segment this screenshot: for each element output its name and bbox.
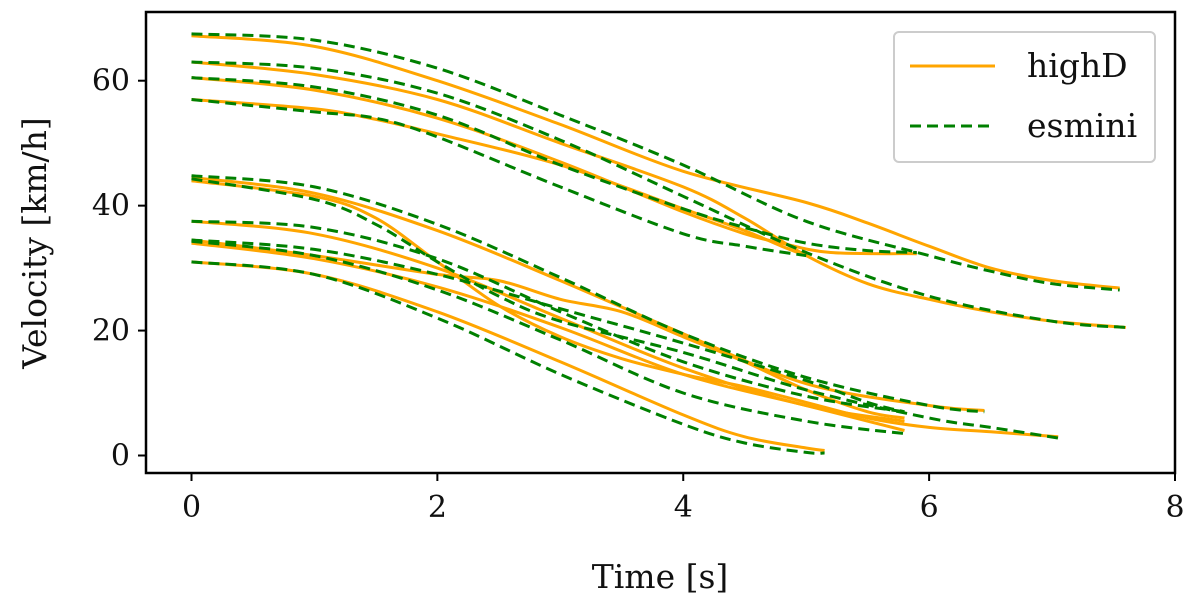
x-axis-ticks: 0 2 4 6 8 <box>182 473 1185 525</box>
series-highd <box>191 34 1126 452</box>
y-axis-ticks: 0 20 40 60 <box>92 64 146 474</box>
x-axis-label: Time [s] <box>592 557 729 596</box>
legend: highD esmini <box>893 31 1156 163</box>
series-layer <box>191 32 1126 455</box>
series-line-esmini-3 <box>191 76 917 254</box>
series-line-highd-5 <box>191 176 985 412</box>
plot-frame <box>144 10 1177 475</box>
series-line-esmini-4 <box>191 98 807 258</box>
legend-label-esmini: esmini <box>1027 106 1137 145</box>
series-line-esmini-10 <box>191 260 825 455</box>
series-line-esmini-8 <box>191 238 905 414</box>
series-line-esmini-1 <box>191 32 1120 292</box>
series-line-esmini-5 <box>191 174 985 414</box>
x-tick-label: 8 <box>1165 490 1184 525</box>
series-line-esmini-6 <box>191 177 1059 440</box>
y-tick-label: 40 <box>92 189 130 224</box>
series-line-highd-6 <box>191 179 1059 439</box>
y-tick-label: 60 <box>92 64 130 99</box>
y-tick-label: 20 <box>92 314 130 349</box>
x-tick-label: 4 <box>674 490 693 525</box>
series-line-highd-1 <box>191 34 1120 290</box>
series-line-esmini-9 <box>191 239 905 436</box>
y-axis-label: Velocity [km/h] <box>15 117 54 370</box>
series-line-esmini-7 <box>191 219 905 414</box>
x-tick-label: 0 <box>182 490 201 525</box>
x-tick-label: 6 <box>920 490 939 525</box>
series-line-highd-9 <box>191 241 905 432</box>
series-line-esmini-2 <box>191 60 1126 329</box>
series-esmini <box>191 32 1126 455</box>
legend-label-highd: highD <box>1027 46 1128 85</box>
series-line-highd-2 <box>191 60 1126 329</box>
y-tick-label: 0 <box>111 439 130 474</box>
x-tick-label: 2 <box>428 490 447 525</box>
